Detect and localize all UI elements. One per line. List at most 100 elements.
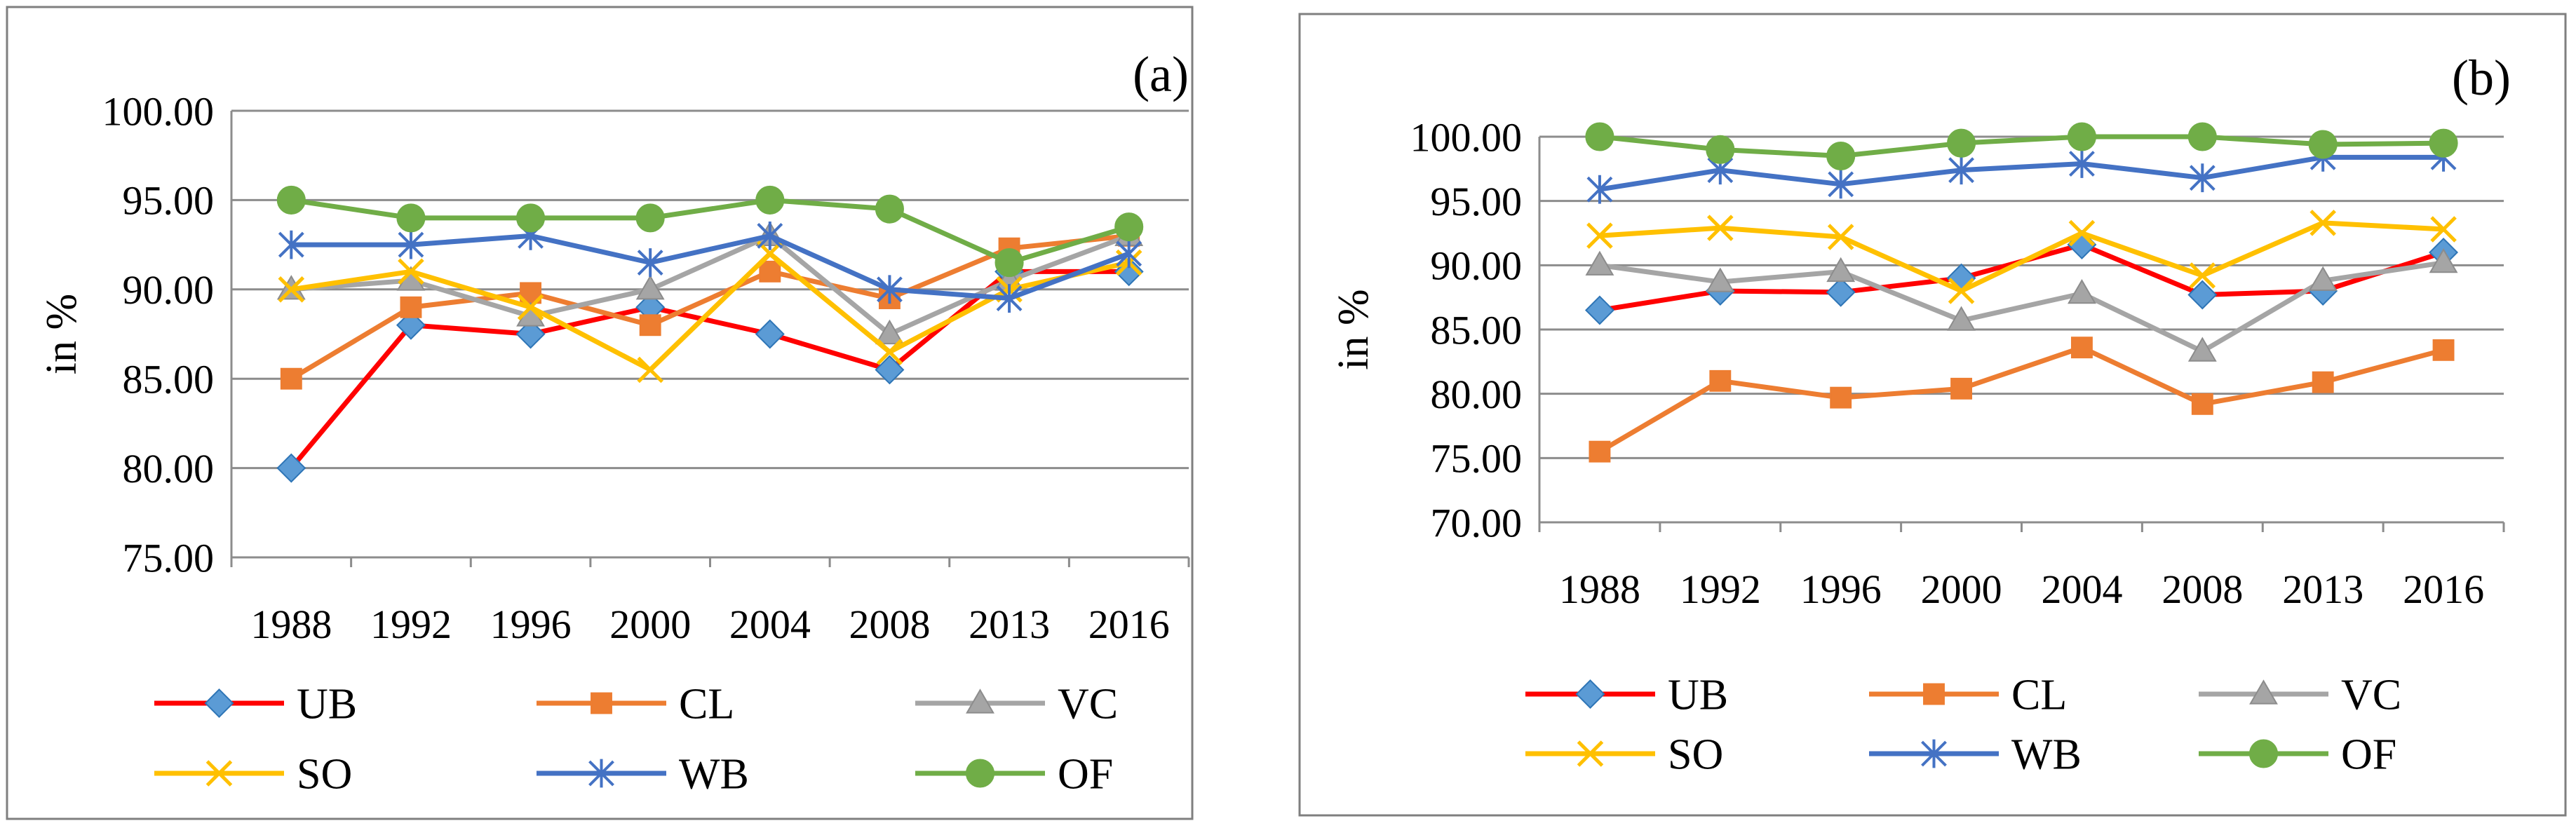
data-point bbox=[1116, 239, 1142, 269]
legend-marker bbox=[1923, 683, 1945, 705]
data-point bbox=[2308, 130, 2338, 159]
series-line bbox=[291, 233, 1130, 301]
x-tick-label: 2016 bbox=[1088, 602, 1170, 647]
series-line bbox=[1599, 260, 2444, 354]
legend: UB CL VC SO WB OF bbox=[154, 681, 1118, 799]
data-point bbox=[1585, 250, 1614, 276]
data-point bbox=[516, 203, 546, 233]
data-point bbox=[1586, 222, 1613, 249]
series-so bbox=[1586, 210, 2457, 304]
data-point bbox=[875, 319, 904, 345]
legend-item: VC bbox=[915, 681, 1118, 728]
data-point bbox=[635, 275, 665, 300]
x-tick-label: 1996 bbox=[1800, 566, 1882, 612]
y-tick-label: 90.00 bbox=[123, 267, 215, 313]
legend-label: CL bbox=[679, 681, 734, 728]
x-tick-label: 2000 bbox=[609, 602, 691, 647]
legend-item: SO bbox=[1525, 731, 1723, 779]
series-wb bbox=[278, 221, 1142, 313]
data-point bbox=[1707, 215, 1734, 241]
legend-marker bbox=[588, 759, 614, 788]
legend-item: CL bbox=[537, 681, 734, 728]
data-point bbox=[2312, 371, 2334, 393]
data-point bbox=[2067, 122, 2096, 151]
y-axis-label: in % bbox=[1330, 289, 1377, 369]
data-point bbox=[1826, 257, 1856, 283]
series-line bbox=[1599, 154, 2444, 192]
data-point bbox=[2187, 122, 2217, 151]
data-point bbox=[1948, 156, 1974, 185]
y-tick-label: 75.00 bbox=[123, 535, 215, 581]
data-point bbox=[398, 230, 424, 259]
legend-marker bbox=[2249, 679, 2278, 705]
data-point bbox=[875, 194, 904, 224]
data-point bbox=[637, 356, 663, 383]
data-point bbox=[1827, 224, 1854, 250]
data-point bbox=[2189, 262, 2216, 289]
legend-marker bbox=[204, 688, 234, 718]
series-vc bbox=[1585, 247, 2458, 362]
legend-marker bbox=[965, 759, 995, 788]
x-tick-label: 2013 bbox=[969, 602, 1050, 647]
legend-item: CL bbox=[1869, 672, 2067, 719]
data-point bbox=[1826, 141, 1856, 171]
series-line bbox=[291, 233, 1130, 337]
data-point bbox=[517, 294, 544, 321]
data-point bbox=[276, 185, 306, 215]
y-tick-label: 80.00 bbox=[123, 446, 215, 491]
data-point bbox=[1706, 267, 1735, 292]
y-tick-label: 100.00 bbox=[1410, 114, 1523, 160]
data-point bbox=[876, 339, 903, 365]
data-point bbox=[637, 248, 663, 277]
data-point bbox=[280, 367, 302, 390]
legend-label: UB bbox=[1668, 672, 1728, 719]
legend-marker bbox=[966, 688, 994, 714]
data-point bbox=[755, 185, 785, 215]
data-point bbox=[2432, 339, 2455, 361]
legend-item: OF bbox=[2199, 731, 2396, 779]
data-point bbox=[396, 310, 426, 340]
x-tick-label: 1992 bbox=[370, 602, 452, 647]
y-tick-label: 85.00 bbox=[1431, 307, 1523, 353]
y-axis-label: in % bbox=[38, 294, 86, 374]
legend-marker bbox=[205, 760, 233, 787]
x-tick-label: 1992 bbox=[1680, 566, 1761, 612]
x-tick-label: 1988 bbox=[250, 602, 332, 647]
legend-label: VC bbox=[2341, 672, 2401, 719]
chart-panel-a: 75.00 80.00 85.00 90.00 95.00 100.00 1988 1992 1… bbox=[6, 6, 1194, 820]
legend-item: SO bbox=[154, 751, 352, 799]
panel-label: (a) bbox=[1133, 46, 1189, 102]
data-point bbox=[2068, 219, 2096, 247]
series-line bbox=[290, 197, 1130, 266]
data-point bbox=[2429, 128, 2458, 158]
chart-frame bbox=[6, 6, 1194, 820]
x-tick-label: 2004 bbox=[2041, 566, 2122, 612]
data-point bbox=[515, 319, 546, 349]
data-point bbox=[2187, 337, 2217, 362]
data-point bbox=[875, 355, 905, 385]
legend-label: SO bbox=[1668, 731, 1723, 779]
legend: UB CL VC SO WB OF bbox=[1525, 672, 2401, 779]
series-line bbox=[290, 251, 1130, 372]
x-tick-label: 1988 bbox=[1559, 566, 1640, 612]
legend-marker bbox=[2248, 739, 2279, 768]
data-point bbox=[755, 319, 785, 349]
data-point bbox=[1826, 277, 1856, 307]
data-point bbox=[398, 258, 424, 285]
y-tick-label: 85.00 bbox=[123, 357, 215, 402]
data-point bbox=[2070, 337, 2093, 359]
legend-label: CL bbox=[2011, 672, 2067, 719]
data-point bbox=[1114, 212, 1144, 242]
data-point bbox=[278, 230, 304, 259]
data-point bbox=[757, 221, 783, 250]
legend-item: OF bbox=[915, 751, 1113, 799]
data-point bbox=[2308, 266, 2338, 291]
data-point bbox=[276, 453, 306, 483]
data-point bbox=[1828, 170, 1854, 199]
y-tick-label: 95.00 bbox=[1431, 179, 1523, 224]
data-point bbox=[400, 296, 422, 318]
legend-marker bbox=[591, 692, 612, 714]
series-line bbox=[1598, 345, 2444, 454]
x-tick-label: 1996 bbox=[490, 602, 572, 647]
series-line bbox=[1599, 134, 2444, 158]
